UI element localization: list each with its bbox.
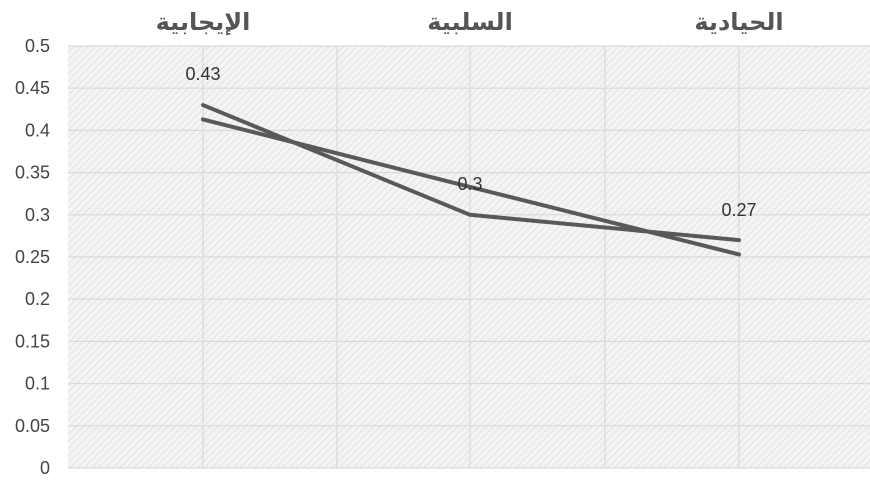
- y-tick-label: 0: [40, 458, 50, 478]
- data-label: 0.43: [185, 64, 220, 84]
- y-tick-label: 0.15: [15, 331, 50, 351]
- data-label: 0.3: [457, 174, 482, 194]
- trendline: [201, 117, 741, 257]
- category-label: الإيجابية: [156, 8, 251, 36]
- gridlines: [68, 45, 870, 469]
- data-labels: 0.43 0.3 0.27: [185, 64, 756, 220]
- y-tick-label: 0.25: [15, 247, 50, 267]
- y-tick-label: 0.45: [15, 78, 50, 98]
- category-label: السلبية: [427, 8, 513, 36]
- series-lines: [201, 103, 741, 257]
- y-tick-label: 0.3: [25, 205, 50, 225]
- y-tick-label: 0.5: [25, 36, 50, 56]
- y-tick-label: 0.4: [25, 120, 50, 140]
- y-tick-label: 0.2: [25, 289, 50, 309]
- category-axis: الإيجابية السلبية الحيادية: [156, 8, 784, 36]
- y-tick-label: 0.1: [25, 374, 50, 394]
- y-tick-label: 0.35: [15, 163, 50, 183]
- data-label: 0.27: [721, 200, 756, 220]
- y-tick-label: 0.05: [15, 416, 50, 436]
- y-axis: 0 0.05 0.1 0.15 0.2 0.25 0.3 0.35 0.4 0.45 0.5: [15, 36, 50, 478]
- category-label: الحيادية: [694, 8, 783, 36]
